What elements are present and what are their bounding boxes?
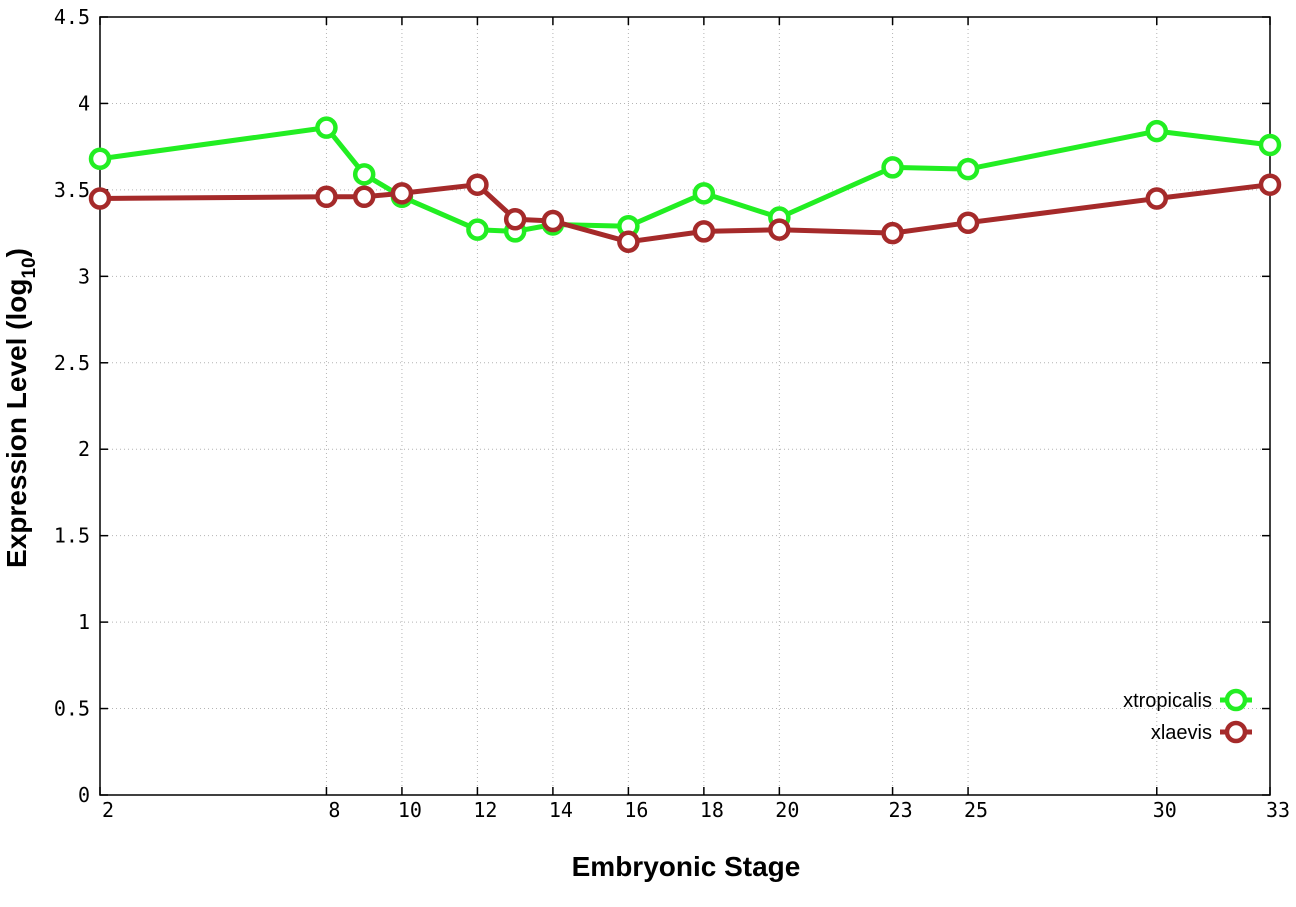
plot-frame [99,16,1271,796]
data-point [315,116,338,139]
y-tick-label: 0 [78,783,90,807]
data-point [881,221,904,245]
x-tick-label: 14 [549,798,573,822]
x-tick-label: 2 [102,798,114,822]
y-tick-label: 3.5 [54,178,90,202]
data-point [956,157,980,181]
series-xlaevis [88,173,1282,254]
data-point [881,156,904,179]
data-point [768,218,791,241]
x-tick-label: 10 [398,798,422,822]
y-tick-label: 2 [78,437,90,461]
y-tick-label: 0.5 [54,697,90,721]
data-point [466,218,489,241]
x-tick-label: 20 [775,798,799,822]
x-tick-label: 33 [1266,798,1290,822]
y-tick-label: 3 [78,264,90,288]
data-point [1258,173,1282,196]
legend-marker [1224,688,1248,712]
legend-entry: xlaevis [1151,720,1252,744]
y-axis-title-close: ) [1,248,32,257]
x-axis-title: Embryonic Stage [572,851,801,882]
grid-layer [100,17,1270,795]
series-xtropicalis [88,116,1282,243]
data-point [352,163,376,186]
x-tick-label: 23 [889,798,913,822]
legend-label: xlaevis [1151,722,1212,744]
x-tick-label: 8 [328,798,340,822]
legend-entry: xtropicalis [1123,688,1252,712]
data-point [466,173,489,196]
data-point [315,185,338,209]
data-point [692,182,716,205]
data-point [88,147,112,171]
data-point [390,182,414,205]
y-tick-label: 4 [78,91,90,115]
data-point [956,211,980,234]
x-tick-label: 18 [700,798,724,822]
x-tick-label: 16 [624,798,648,822]
data-point [1258,133,1282,157]
x-tick-label: 12 [473,798,497,822]
legend: xtropicalis xlaevis [1123,688,1252,744]
y-tick-label: 2.5 [54,351,90,375]
y-axis-title-sub: 10 [19,257,40,278]
series-line [99,182,1271,245]
y-axis-title-main: Expression Level (log [1,279,32,568]
data-point [692,220,716,243]
x-tick-label: 30 [1153,798,1177,822]
series-layer [88,116,1282,254]
data-point [352,185,376,209]
data-point [1145,187,1169,210]
y-tick-label: 1 [78,610,90,634]
data-point [503,208,527,231]
data-point [617,230,640,254]
legend-label: xtropicalis [1123,690,1212,712]
data-point [1145,119,1169,143]
series-line [99,125,1271,234]
y-tick-label: 4.5 [54,5,90,29]
y-axis-title: Expression Level (log10) [1,248,40,568]
ticks-layer: 2 8 10 12 14 16 18 20 23 25 30 33 0 0.5 1 1.5 2 2.5 3 3.5 4 4… [54,5,1290,822]
legend-marker [1224,720,1248,744]
x-tick-label: 25 [964,798,988,822]
data-point [88,187,112,210]
data-point [541,209,565,233]
y-tick-label: 1.5 [54,524,90,548]
